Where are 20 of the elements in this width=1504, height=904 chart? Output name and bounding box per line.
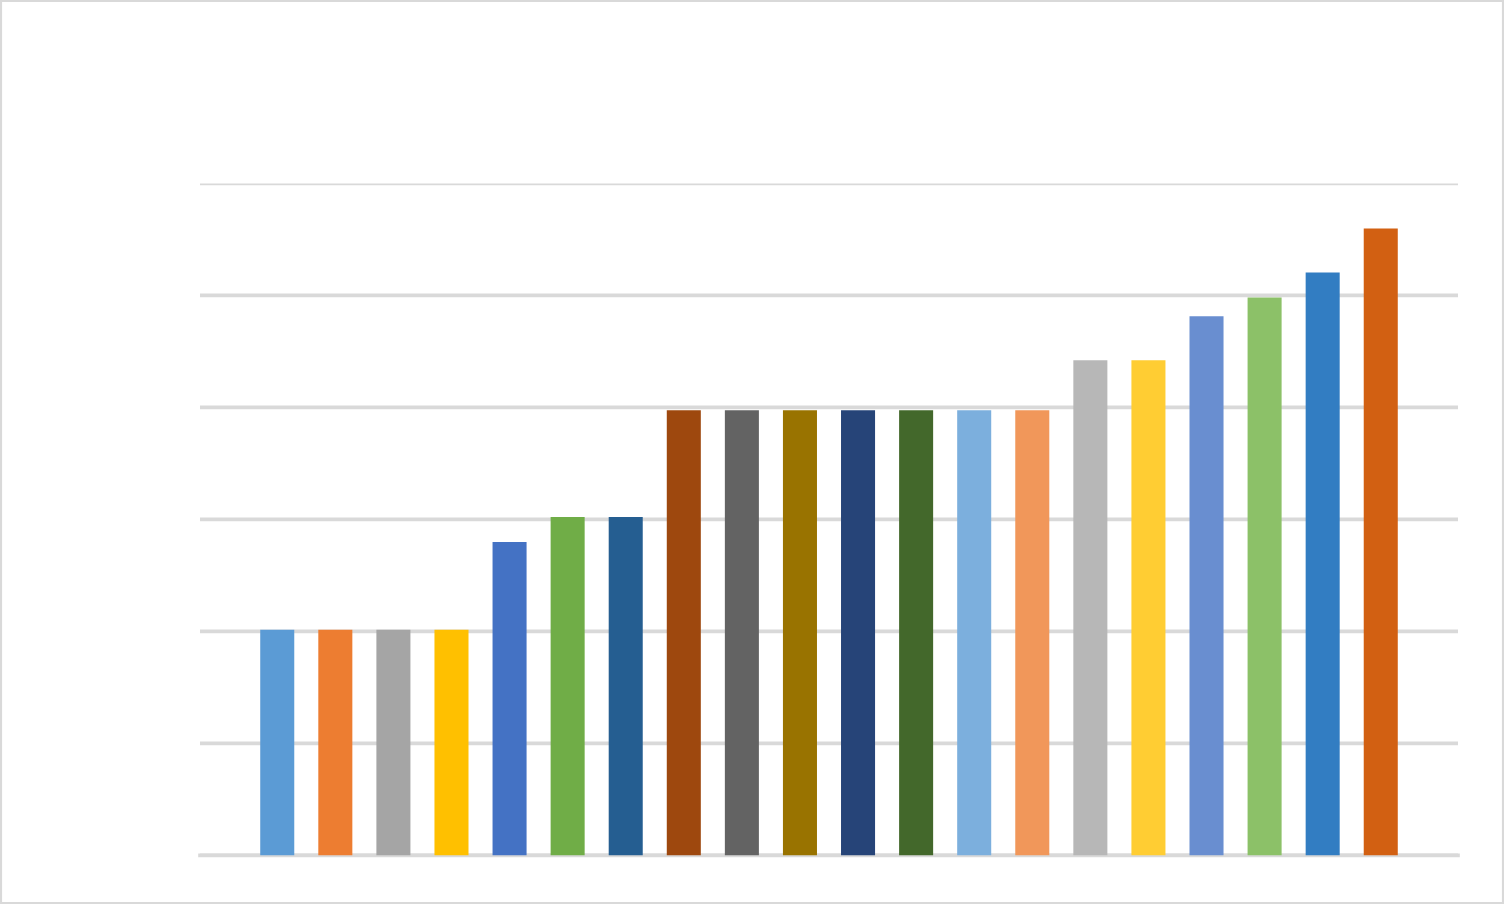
bar [1015,410,1050,856]
bar [492,541,527,856]
bar [1363,228,1398,856]
bar [1189,316,1224,856]
bar [899,410,934,856]
bar [1073,360,1108,856]
bar [724,410,759,856]
bar [841,410,876,856]
bar [957,410,992,856]
bar [376,629,411,856]
bar [782,410,817,856]
bar [608,516,643,856]
bar [666,410,701,856]
bar [1131,360,1166,856]
bar [550,516,585,856]
bar [1247,297,1282,856]
bar [318,629,353,856]
bar [260,629,295,856]
bar [434,629,469,856]
bar [1305,272,1340,856]
